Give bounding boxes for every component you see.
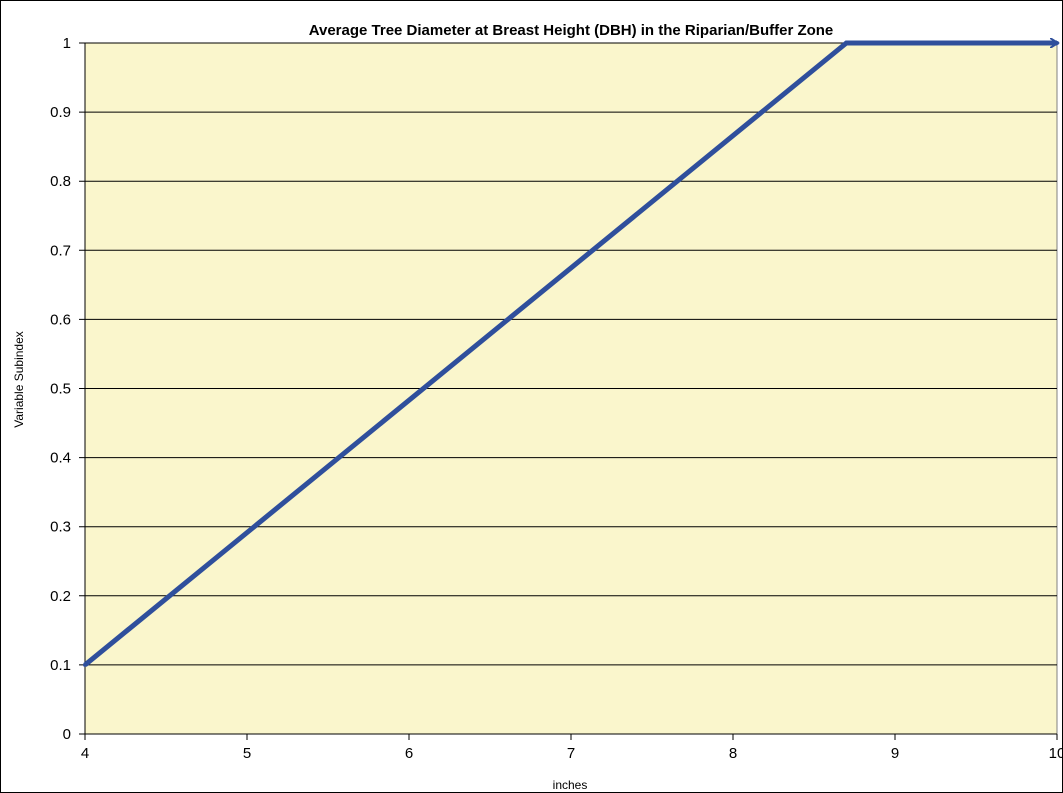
data-point bbox=[844, 41, 849, 45]
x-tick-label: 4 bbox=[81, 745, 89, 762]
x-tick-label: 10 bbox=[1049, 745, 1063, 762]
x-tick-label: 8 bbox=[729, 745, 737, 762]
y-tick-label: 0.2 bbox=[50, 588, 71, 605]
y-axis-title: Variable Subindex bbox=[12, 331, 26, 428]
x-tick-label: 5 bbox=[243, 745, 251, 762]
y-tick-label: 0.3 bbox=[50, 519, 71, 536]
y-tick-label: 0.5 bbox=[50, 381, 71, 398]
series-layer bbox=[83, 41, 1059, 667]
chart-title: Average Tree Diameter at Breast Height (… bbox=[309, 22, 834, 39]
y-axis-ticks: 0 0.1 0.2 0.3 0.4 0.5 0.6 0.7 0.8 0.9 1 bbox=[50, 35, 71, 743]
y-tick-label: 0.1 bbox=[50, 657, 71, 674]
y-tick-label: 0.8 bbox=[50, 173, 71, 190]
gridlines bbox=[79, 42, 1057, 735]
x-axis-ticks: 4 5 6 7 8 9 10 bbox=[81, 734, 1063, 762]
x-tick-label: 7 bbox=[567, 745, 575, 762]
x-tick-label: 6 bbox=[405, 745, 413, 762]
data-point bbox=[1055, 41, 1059, 45]
y-tick-label: 0.6 bbox=[50, 311, 71, 328]
y-tick-label: 0.7 bbox=[50, 242, 71, 259]
data-point bbox=[83, 662, 87, 667]
y-tick-label: 1 bbox=[63, 35, 71, 52]
y-tick-label: 0 bbox=[63, 726, 71, 743]
y-tick-label: 0.9 bbox=[50, 104, 71, 121]
x-axis-title: inches bbox=[553, 778, 588, 792]
x-tick-label: 9 bbox=[891, 745, 899, 762]
y-tick-label: 0.4 bbox=[50, 450, 71, 467]
